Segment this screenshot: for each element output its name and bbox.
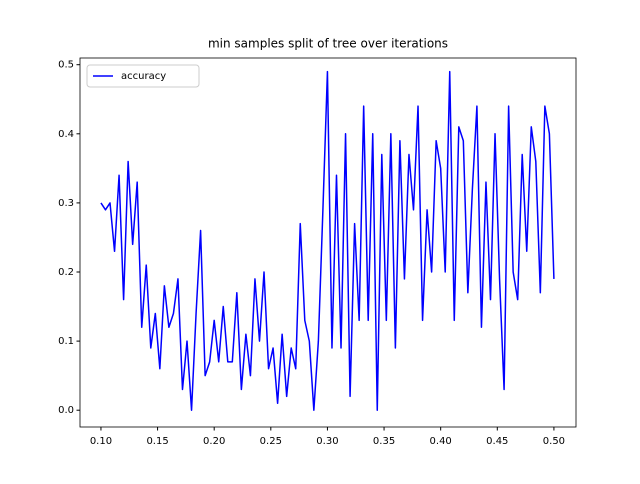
y-tick-label: 0.1 [58,336,74,347]
x-tick-label: 0.35 [373,436,395,447]
x-tick-label: 0.15 [146,436,168,447]
x-tick-label: 0.45 [486,436,508,447]
y-tick-label: 0.2 [58,267,74,278]
x-tick-label: 0.20 [203,436,225,447]
x-tick-label: 0.40 [430,436,452,447]
y-tick-label: 0.0 [58,405,74,416]
y-tick-label: 0.3 [58,198,74,209]
plot-frame [79,57,577,428]
legend-box [86,64,200,88]
chart-title: min samples split of tree over iteration… [208,37,448,51]
x-tick-label: 0.30 [316,436,338,447]
y-tick-label: 0.5 [58,60,74,71]
legend-label: accuracy [121,71,166,82]
data-line [100,70,555,411]
y-tick-label: 0.4 [58,129,74,140]
x-tick-label: 0.10 [90,436,112,447]
x-tick-label: 0.50 [543,436,565,447]
x-tick-label: 0.25 [260,436,282,447]
